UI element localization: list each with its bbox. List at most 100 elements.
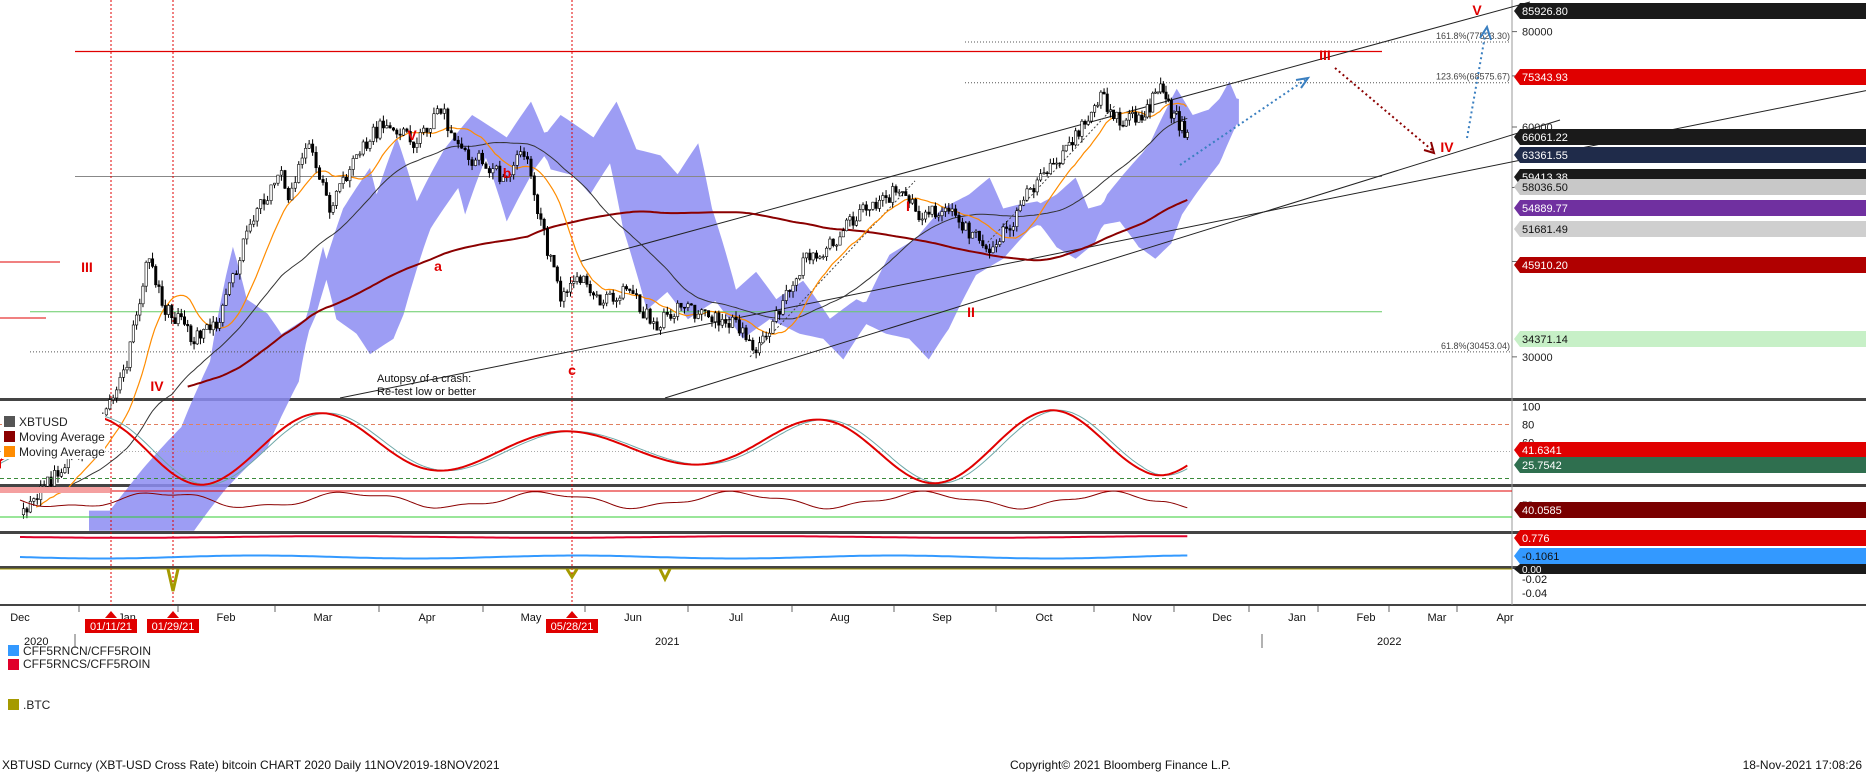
candle-body (505, 176, 509, 178)
btc-swatch (8, 699, 19, 710)
date-marker-label-1: 01/29/21 (152, 621, 195, 633)
wave-label-iii: III (1319, 47, 1331, 63)
projection-arrowhead-3 (1479, 24, 1492, 41)
candle-body (355, 154, 359, 159)
candle-body (435, 108, 439, 115)
price-tag-bg (1514, 257, 1866, 273)
candle-body (53, 470, 57, 487)
candle-body (1051, 162, 1055, 165)
candle-body (318, 167, 322, 180)
price-tag-34371.14: 34371.14 (1522, 334, 1568, 346)
ratio-swatch-1 (8, 645, 19, 656)
candle-body (788, 290, 792, 292)
candle-body (1028, 188, 1032, 190)
candle-body (182, 316, 186, 325)
date-marker-bg-1 (147, 619, 199, 633)
ratio-tag-bg (1514, 530, 1866, 546)
candle-body (655, 321, 659, 331)
candle-body (1161, 83, 1165, 93)
price-tag-51681.49: 51681.49 (1522, 224, 1568, 236)
wave-label-ii: II (967, 304, 975, 320)
candle-body (991, 246, 995, 253)
candle-body (731, 316, 735, 328)
candle-body (395, 129, 399, 135)
candle-body (297, 164, 301, 183)
candle-body (621, 286, 625, 299)
candle-body (1124, 119, 1128, 127)
candle-body (195, 330, 199, 345)
candle-body (562, 291, 566, 302)
candle-body (494, 165, 498, 170)
candle-body (874, 201, 878, 209)
candle-body (662, 311, 666, 328)
candle-body (104, 408, 108, 416)
candle-body (713, 312, 717, 323)
candle-body (682, 306, 686, 309)
candle-body (412, 141, 416, 148)
candle-body (163, 305, 167, 315)
candle-body (608, 292, 612, 295)
candle-body (300, 157, 304, 165)
legend-swatch-ma-long (4, 431, 15, 442)
candle-body (757, 342, 761, 354)
wave-label-c: c (568, 362, 576, 378)
candle-body (1042, 172, 1046, 175)
btc-spike-0 (166, 568, 180, 592)
candle-body (460, 143, 464, 149)
candle-body (304, 147, 308, 159)
candle-body (971, 232, 975, 239)
candle-body (241, 238, 245, 261)
date-marker-arrow-2 (566, 611, 578, 618)
candle-body (1115, 111, 1119, 119)
price-tag-bg (1514, 147, 1866, 163)
ratio-swatch-2 (8, 658, 19, 670)
candle-body (147, 258, 151, 263)
candle-body (595, 294, 599, 297)
candle-body (927, 211, 931, 215)
candle-body (508, 174, 512, 177)
date-marker-bg-2 (546, 619, 598, 633)
candle-body (693, 304, 697, 319)
candle-body (734, 316, 738, 321)
candle-body (624, 286, 628, 290)
projection-arrowhead-1 (1295, 76, 1311, 89)
candlestick-series (21, 77, 1189, 519)
candle-body (737, 319, 741, 334)
candle-body (689, 303, 693, 306)
candle-body (35, 498, 39, 500)
candle-body (1077, 130, 1081, 137)
candle-body (1153, 91, 1157, 94)
candle-body (449, 130, 453, 134)
month-label-apr: Apr (1496, 612, 1513, 624)
candle-body (221, 304, 225, 323)
candle-body (981, 240, 985, 247)
candle-body (259, 199, 263, 209)
candle-body (138, 303, 142, 316)
candle-body (141, 285, 145, 305)
wave-label-iii: III (81, 259, 93, 275)
price-tick-label: 30000 (1522, 352, 1553, 364)
candle-body (1035, 179, 1039, 193)
candle-body (988, 248, 992, 253)
candle-body (575, 276, 579, 282)
candle-body (641, 311, 645, 319)
candle-body (368, 141, 372, 149)
wave-label-i: I (906, 198, 910, 214)
btc-tick-1: -0.02 (1522, 574, 1547, 586)
candle-body (501, 176, 505, 182)
candle-body (696, 313, 700, 319)
candle-body (176, 313, 180, 324)
btc-legend: .BTC (6, 697, 50, 712)
candle-body (811, 252, 815, 261)
candle-body (25, 508, 29, 513)
candle-body (648, 308, 652, 324)
candle-body (179, 313, 183, 318)
candle-body (1112, 109, 1116, 119)
candle-body (1070, 142, 1074, 146)
date-marker-label-2: 05/28/21 (551, 621, 594, 633)
candle-body (835, 244, 839, 247)
candle-body (269, 184, 273, 201)
candle-body (549, 254, 553, 257)
candle-body (947, 207, 951, 212)
candle-body (741, 327, 745, 334)
